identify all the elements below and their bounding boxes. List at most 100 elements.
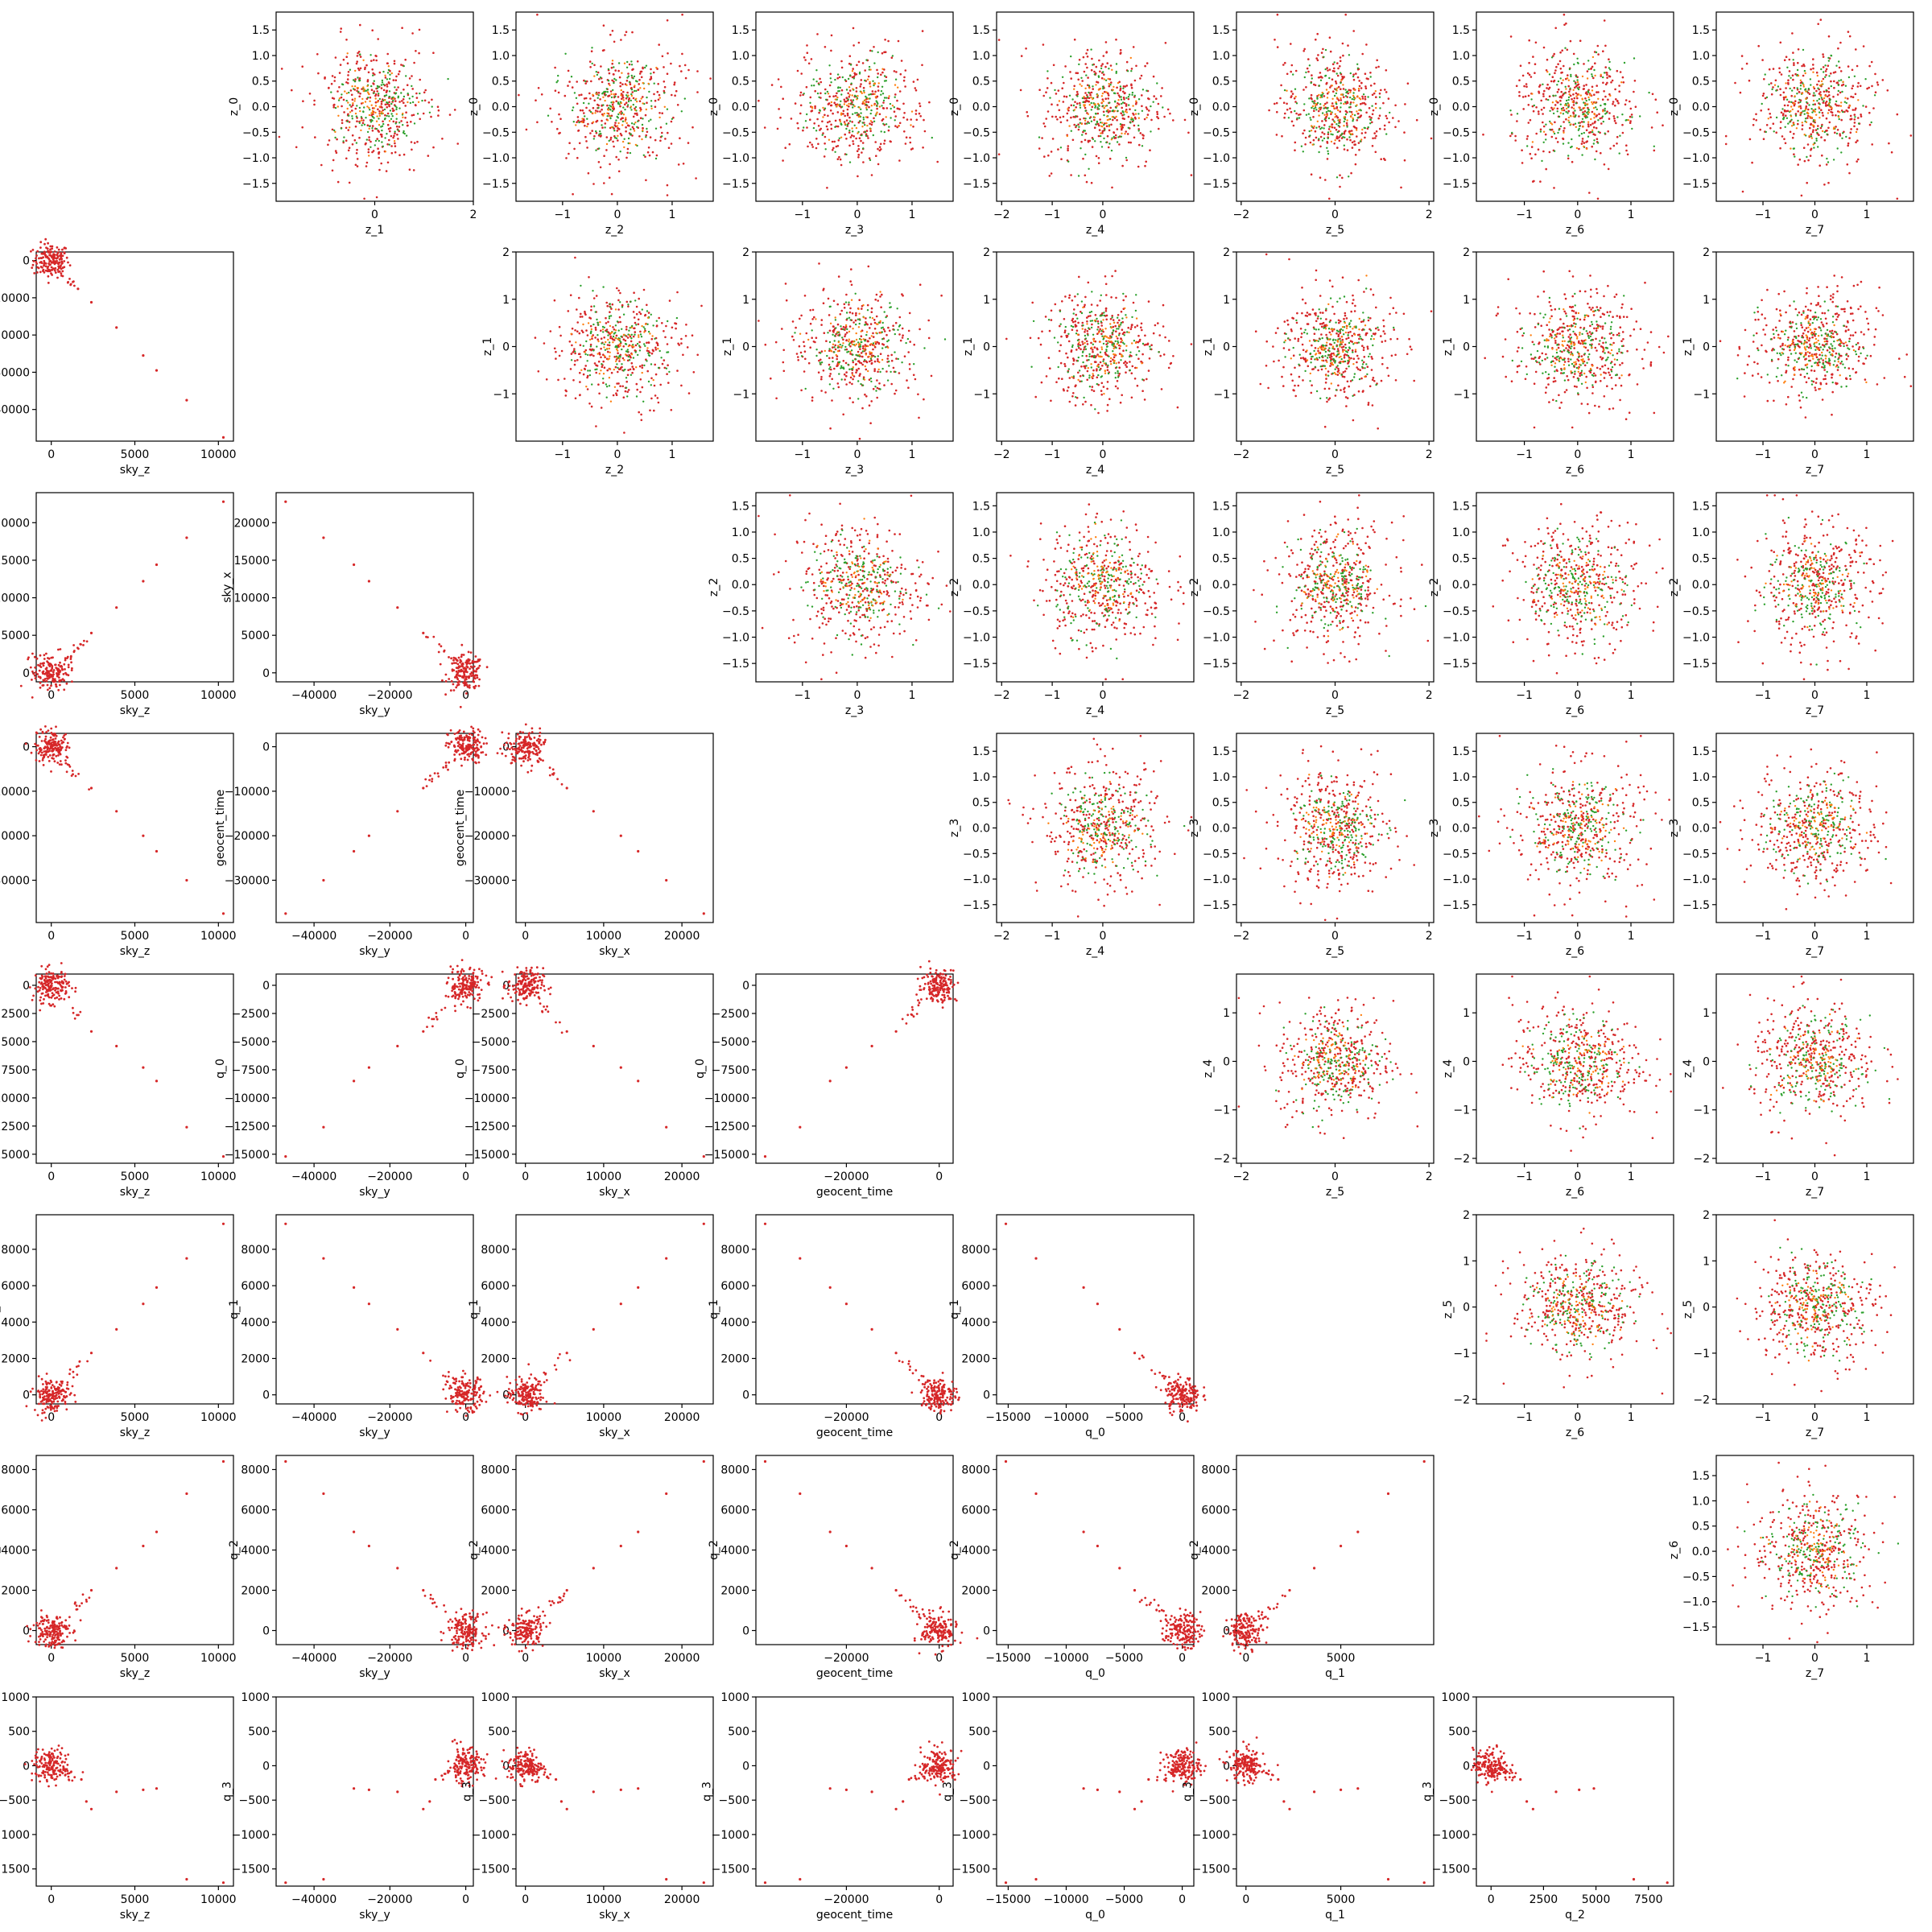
posterior-point	[478, 679, 481, 681]
posterior-point	[52, 1401, 55, 1403]
y-axis-label: q_0	[454, 1059, 467, 1079]
posterior-point	[52, 995, 54, 997]
x-axis-label: sky_z	[120, 1426, 151, 1439]
posterior-point	[37, 664, 39, 667]
y-tick-label: 0	[742, 980, 749, 993]
posterior-point	[527, 757, 530, 759]
posterior-point	[64, 993, 67, 995]
posterior-point	[47, 678, 49, 680]
posterior-point	[473, 675, 475, 677]
posterior-point	[71, 680, 73, 683]
posterior-point	[537, 985, 539, 987]
posterior-point	[44, 1408, 47, 1410]
x-tick-label: 0	[935, 1170, 943, 1183]
posterior-point	[73, 285, 76, 287]
posterior-point	[470, 752, 473, 754]
posterior-point	[56, 685, 58, 687]
x-tick-label: 10000	[200, 1170, 237, 1183]
posterior-point	[927, 982, 930, 985]
posterior-point	[56, 1407, 58, 1410]
x-tick-label: −20000	[367, 930, 412, 943]
posterior-point	[526, 736, 528, 738]
posterior-point	[422, 632, 424, 634]
posterior-point	[39, 241, 42, 243]
posterior-point	[451, 680, 453, 683]
posterior-point	[67, 262, 69, 264]
posterior-point	[222, 1223, 225, 1225]
posterior-point	[454, 992, 456, 994]
posterior-point	[54, 267, 56, 270]
posterior-point	[142, 1067, 144, 1069]
posterior-point	[458, 657, 460, 659]
posterior-point	[49, 739, 52, 741]
posterior-point	[61, 987, 64, 989]
posterior-point	[58, 751, 60, 753]
posterior-point	[115, 1045, 118, 1047]
posterior-point	[454, 1005, 456, 1007]
posterior-point	[446, 733, 448, 736]
posterior-point	[49, 663, 52, 665]
posterior-point	[427, 1017, 430, 1019]
posterior-point	[63, 673, 65, 675]
posterior-point	[72, 1012, 75, 1014]
posterior-point	[48, 760, 51, 762]
posterior-point	[566, 1030, 568, 1033]
posterior-point	[511, 746, 514, 749]
posterior-point	[51, 667, 53, 669]
posterior-point	[55, 683, 57, 686]
posterior-point	[507, 993, 510, 995]
posterior-point	[52, 753, 55, 756]
x-tick-label: 20000	[664, 1170, 700, 1183]
posterior-point	[521, 746, 523, 749]
posterior-point	[31, 752, 33, 754]
posterior-point	[477, 729, 480, 731]
posterior-point	[929, 972, 931, 974]
posterior-point	[927, 976, 929, 978]
y-tick-label: 5000	[1, 630, 30, 642]
posterior-point	[943, 989, 946, 991]
posterior-point	[507, 737, 510, 740]
posterior-point	[48, 997, 51, 999]
posterior-point	[115, 1328, 118, 1331]
posterior-point	[538, 997, 540, 999]
posterior-point	[512, 756, 514, 758]
posterior-point	[542, 974, 544, 976]
posterior-point	[67, 1381, 69, 1384]
posterior-point	[475, 986, 477, 989]
posterior-point	[535, 991, 538, 993]
posterior-point	[45, 262, 47, 265]
posterior-point	[53, 262, 56, 265]
posterior-point	[477, 740, 479, 742]
posterior-point	[508, 981, 510, 984]
posterior-point	[142, 1302, 144, 1305]
posterior-point	[368, 835, 370, 837]
posterior-point	[88, 788, 90, 791]
posterior-point	[459, 661, 461, 663]
posterior-point	[530, 975, 533, 977]
x-tick-label: 5000	[121, 930, 150, 943]
posterior-point	[510, 743, 513, 745]
y-tick-label: −5000	[232, 1036, 270, 1049]
posterior-point	[592, 810, 595, 812]
posterior-point	[460, 706, 462, 708]
posterior-point	[68, 996, 70, 998]
posterior-point	[473, 748, 476, 750]
posterior-point	[48, 687, 51, 689]
panel-sky_x-vs-sky_y: −40000 −20000 005000100001500020000sky_ysk…	[221, 493, 489, 717]
posterior-point	[37, 986, 39, 989]
posterior-point	[528, 753, 530, 756]
posterior-point	[472, 993, 474, 996]
posterior-point	[42, 1388, 44, 1390]
posterior-point	[66, 757, 68, 759]
posterior-point	[485, 742, 488, 745]
posterior-point	[54, 1395, 56, 1397]
posterior-point	[532, 753, 535, 755]
posterior-point	[486, 666, 489, 668]
posterior-point	[431, 780, 433, 782]
posterior-point	[42, 663, 44, 665]
posterior-point	[902, 1018, 904, 1021]
posterior-point	[77, 773, 80, 775]
posterior-point	[445, 765, 448, 767]
posterior-point	[49, 270, 52, 272]
posterior-point	[520, 989, 522, 991]
